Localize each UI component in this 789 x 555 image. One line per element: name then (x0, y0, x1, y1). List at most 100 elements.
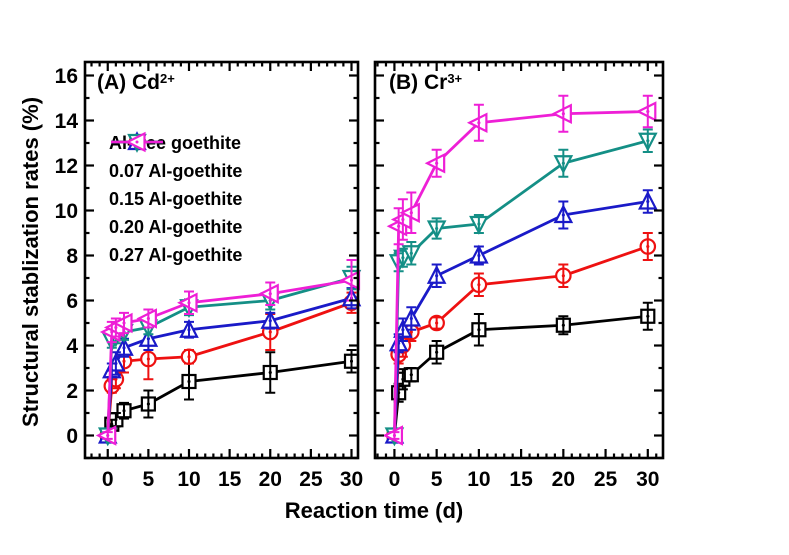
marker-center-dot (392, 434, 396, 437)
error-bar (642, 128, 653, 153)
error-bar (473, 103, 484, 142)
error-bar (431, 217, 442, 240)
error-bar (558, 263, 569, 288)
marker-center-dot (477, 121, 481, 125)
x-tick-label: 5 (143, 468, 155, 491)
error-bar (143, 389, 154, 419)
x-tick-label: 15 (509, 468, 533, 491)
error-bar (265, 281, 276, 306)
error-bar (473, 245, 484, 266)
tick-labels: 0 5 10 15 20 25 30 0 2 4 6 8 10 12 14 16 (55, 65, 364, 491)
marker-center-dot (409, 251, 413, 255)
x-tick-label: 30 (636, 468, 659, 491)
marker-center-dot (350, 359, 353, 363)
x-tick-label: 10 (177, 468, 200, 491)
error-bar (184, 290, 194, 315)
marker-center-dot (477, 222, 481, 226)
error-bar (143, 308, 154, 329)
series-0-15-al-goethite (384, 189, 658, 444)
legend-label: 0.15 Al-goethite (109, 188, 243, 209)
error-bar (102, 431, 113, 440)
error-bar (184, 349, 194, 365)
marker-center-dot (114, 362, 118, 365)
panel-a-title: (A) Cd2+ (97, 71, 175, 95)
legend: Al-free goethite 0.07 Al-goethite 0.15 A… (109, 129, 242, 269)
x-tick-label: 0 (389, 468, 401, 491)
y-tick-label: 12 (55, 155, 78, 178)
marker-center-dot (114, 326, 118, 329)
error-bar (406, 191, 417, 234)
y-tick-label: 14 (55, 110, 79, 133)
marker-center-dot (268, 292, 272, 296)
error-bar (184, 320, 194, 339)
marker-center-dot (268, 319, 272, 323)
ticks (375, 62, 663, 460)
series-al-free-goethite (100, 349, 360, 444)
series-0-20-al-goethite (97, 265, 362, 447)
marker-center-dot (409, 330, 413, 334)
y-tick-label: 8 (66, 245, 78, 268)
marker-center-dot (646, 245, 650, 248)
x-tick-label: 25 (299, 468, 323, 491)
series-line (393, 139, 649, 436)
marker-center-dot (110, 422, 114, 426)
marker-center-dot (114, 418, 118, 422)
legend-label: 0.07 Al-goethite (109, 160, 243, 181)
marker-center-dot (122, 359, 126, 363)
marker-center-dot (477, 328, 481, 332)
panel-b-title-text: (B) Cr (389, 71, 448, 94)
y-axis-title: Structural stablization rates (%) (18, 96, 43, 428)
error-bar (265, 351, 276, 394)
error-bar (397, 368, 408, 391)
series-0-07-al-goethite (99, 291, 360, 444)
marker-center-dot (146, 337, 150, 341)
error-bar (431, 316, 442, 330)
marker-center-dot (401, 218, 405, 221)
marker-center-dot (435, 274, 439, 278)
legend-item: 0.07 Al-goethite (109, 133, 243, 185)
marker-center-dot (106, 434, 110, 437)
marker-center-dot (350, 278, 353, 282)
x-tick-label: 20 (552, 468, 575, 491)
marker-center-dot (146, 357, 150, 361)
error-bar (119, 401, 129, 420)
tick-labels: 0 5 10 15 20 25 30 (389, 468, 660, 491)
marker-center-dot (561, 323, 565, 327)
error-bar (397, 198, 408, 241)
error-bar (642, 94, 653, 129)
marker-center-dot (401, 256, 405, 260)
error-bar (431, 148, 442, 178)
x-tick-label: 20 (259, 468, 282, 491)
marker-center-dot (477, 254, 481, 257)
x-tick-label: 0 (102, 468, 114, 491)
y-tick-label: 6 (66, 290, 78, 313)
error-bar (119, 311, 129, 335)
series-0-20-al-goethite (384, 128, 658, 447)
marker-center-dot (187, 328, 191, 332)
error-bar (558, 315, 569, 336)
marker-center-dot (114, 377, 118, 381)
y-tick-label: 2 (66, 380, 78, 403)
marker-center-dot (122, 346, 126, 350)
plot-box (373, 60, 665, 460)
marker-center-dot (561, 213, 565, 217)
y-tick-label: 10 (55, 200, 78, 223)
error-bar (558, 200, 569, 230)
x-tick-label: 10 (467, 468, 490, 491)
marker-center-dot (268, 371, 272, 374)
panel-a-title-text: (A) Cd (97, 71, 160, 94)
marker-center-dot (401, 377, 405, 381)
error-bar (558, 94, 569, 133)
x-tick-label: 15 (218, 468, 242, 491)
marker-center-dot (646, 110, 650, 113)
legend-label: 0.20 Al-goethite (109, 216, 243, 237)
series-al-free-goethite (386, 301, 656, 444)
legend-item: 0.20 Al-goethite (109, 133, 243, 241)
marker-center-dot (646, 139, 650, 143)
marker-center-dot (561, 274, 565, 278)
error-bar (642, 189, 653, 214)
marker-center-dot (477, 283, 481, 287)
error-bar (642, 301, 653, 331)
error-bar (110, 317, 121, 338)
x-axis-title: Reaction time (d) (284, 498, 464, 523)
